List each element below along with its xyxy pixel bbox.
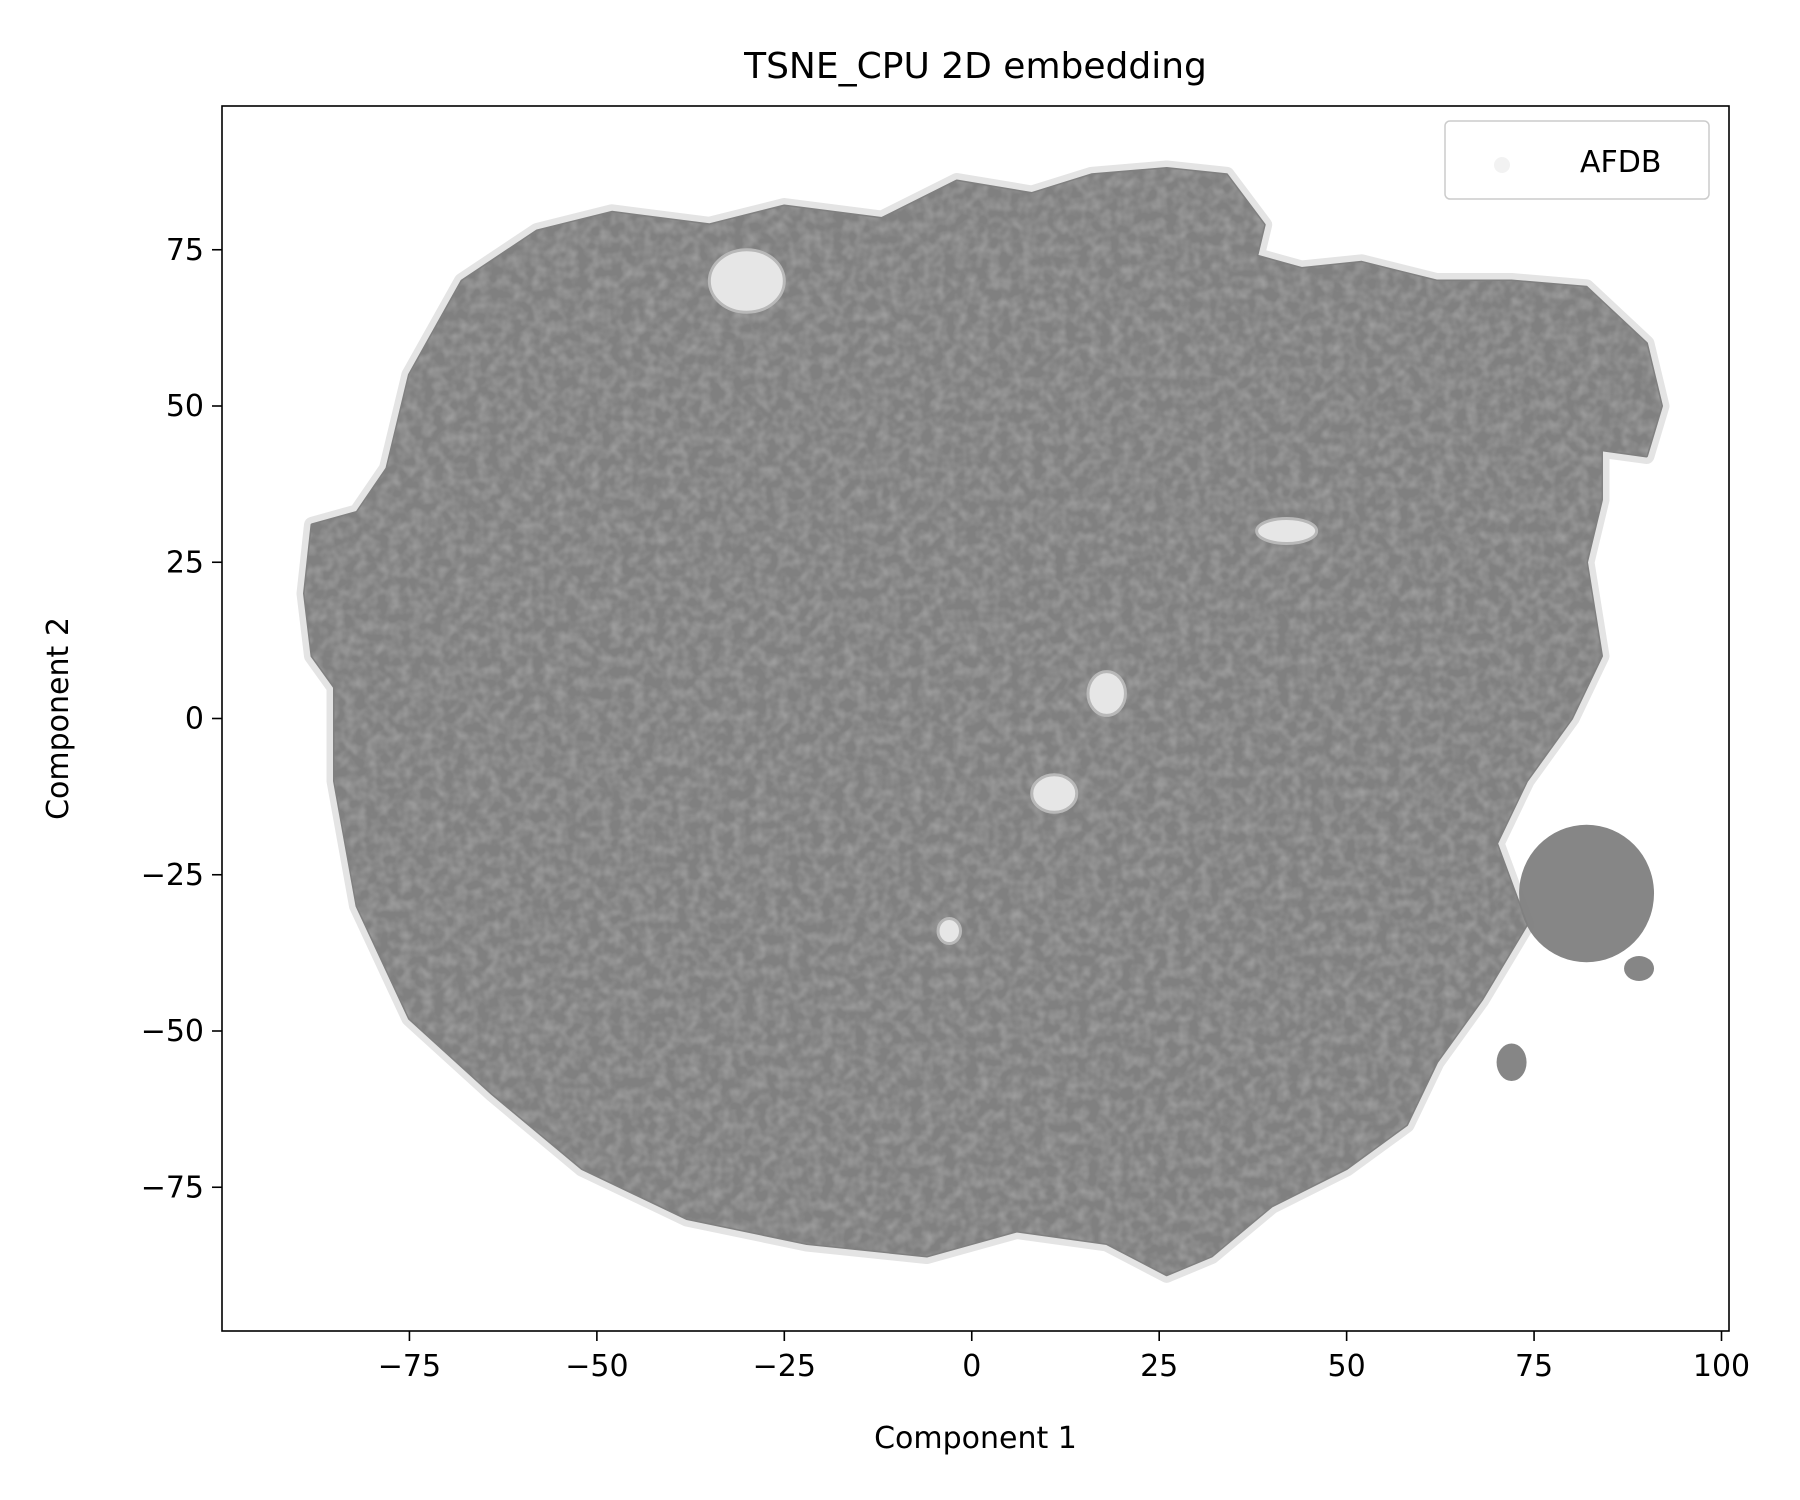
x-tick-label: 100 (1693, 1349, 1750, 1384)
legend-label-afdb: AFDB (1580, 145, 1661, 180)
legend-box (1444, 120, 1710, 200)
cloud-texture (304, 168, 1662, 1275)
x-tick-label: 50 (1328, 1349, 1366, 1384)
x-tick-label: 0 (962, 1349, 981, 1384)
legend-marker-afdb (1494, 157, 1510, 173)
cloud-sparse-region (936, 917, 963, 945)
x-tick-label: −25 (753, 1349, 816, 1384)
x-axis: −75 −50 −25 0 25 50 75 100 (378, 1331, 1750, 1384)
cloud-sparse-region (1255, 517, 1319, 545)
y-tick-label: 50 (166, 389, 204, 424)
x-tick-label: 75 (1515, 1349, 1553, 1384)
x-axis-label: Component 1 (874, 1421, 1077, 1456)
satellite-cluster (1496, 1043, 1527, 1081)
cloud-sparse-region (707, 248, 786, 314)
y-tick-label: −75 (141, 1170, 204, 1205)
embedding-point-cloud (296, 160, 1670, 1283)
x-tick-label: 25 (1140, 1349, 1178, 1384)
cloud-sparse-region (1030, 773, 1079, 814)
cloud-sparse-region (1086, 670, 1127, 717)
x-tick-label: −50 (565, 1349, 628, 1384)
y-tick-label: 25 (166, 545, 204, 580)
y-axis: 75 50 25 0 −25 −50 −75 (141, 233, 222, 1205)
y-axis-label: Component 2 (41, 617, 76, 820)
chart-title: TSNE_CPU 2D embedding (743, 46, 1207, 87)
y-tick-label: −25 (141, 858, 204, 893)
y-tick-label: 0 (185, 702, 204, 737)
y-tick-label: 75 (166, 233, 204, 268)
y-tick-label: −50 (141, 1014, 204, 1049)
x-tick-label: −75 (378, 1349, 441, 1384)
plot-area (296, 160, 1670, 1283)
satellite-cluster (1624, 956, 1655, 981)
satellite-cluster (1519, 824, 1655, 963)
legend: AFDB (1444, 120, 1710, 200)
